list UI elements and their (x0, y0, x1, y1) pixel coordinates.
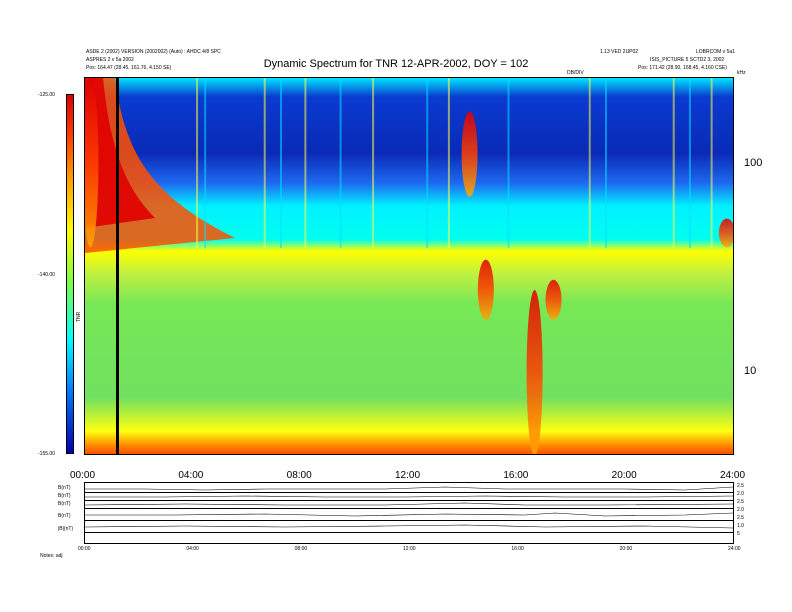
header-info-left-3: Pos: 164.47 (28.45, 161.76, 4.150 SE) (86, 65, 172, 71)
x-tick-label: 20:00 (611, 470, 637, 481)
left-emission-core (85, 78, 155, 228)
bottom-strip-scale: 5 (737, 531, 740, 537)
spectrum-streak (263, 78, 266, 249)
header-info-left-1: ASDE 2 (2002) VERSION (2002002) (Auto) :… (86, 49, 221, 55)
header-info-right-3: ISIS_PICTURE 5 SCTD2 3, 2002 (650, 57, 725, 63)
bottom-x-tick-label: 24:00 (728, 546, 741, 552)
bottom-x-tick-label: 04:00 (186, 546, 199, 552)
spectrum-streak (339, 78, 342, 249)
dbdiv-label: DB/DIV (567, 70, 584, 76)
spectrum-streak (280, 78, 282, 249)
colorbar-label: TNR (76, 311, 82, 322)
spectrum-streak (372, 78, 375, 249)
colorbar-tick-mid: -140.00 (38, 272, 55, 278)
bottom-strip-label: |B|(nT) (58, 526, 74, 532)
spectrum-streak (426, 78, 429, 249)
spectrum-streak (588, 78, 591, 249)
x-tick-label: 16:00 (503, 470, 529, 481)
bottom-traces (85, 486, 733, 529)
header-info-right-2: LOBRCOM v 5a1 (696, 49, 735, 55)
bottom-strip-scale: 2.0 (737, 491, 744, 497)
bottom-strip-scale: 2.0 (737, 507, 744, 513)
bottom-strip-label: B(nT) (58, 513, 71, 519)
spectrogram-svg (85, 78, 733, 454)
emission-burst-0 (85, 78, 99, 248)
spectrum-streak (447, 78, 450, 249)
x-tick-label: 00:00 (70, 470, 96, 481)
spectrum-streak (710, 78, 713, 249)
colorbar-tick-bottom: -155.00 (38, 451, 55, 457)
bottom-x-tick-label: 16:00 (511, 546, 524, 552)
spectrum-streak (672, 78, 675, 249)
x-tick-label: 12:00 (395, 470, 421, 481)
bottom-strip-scale: 1.0 (737, 523, 744, 529)
bottom-strip-label: B(nT) (58, 501, 71, 507)
x-tick-label: 04:00 (178, 470, 204, 481)
emission-burst-3 (526, 290, 543, 454)
bottom-x-tick-label: 08:00 (294, 546, 308, 552)
emission-burst-2 (477, 259, 494, 320)
header-info-left-2: ASPRES 2 v 5a 2002 (86, 57, 134, 63)
bottom-x-tick-label: 00:00 (78, 546, 91, 552)
header-info-right-4: Pos: 171.42 (28.90, 168.45, 4.160 CSE) (638, 65, 727, 71)
x-tick-label: 24:00 (720, 470, 746, 481)
spectrum-streak (507, 78, 510, 249)
spectrum-streak (304, 78, 307, 249)
khz-unit-label: kHz (737, 70, 746, 76)
chart-title: Dynamic Spectrum for TNR 12-APR-2002, DO… (263, 58, 529, 70)
bottom-x-tick-label: 12:00 (403, 546, 416, 552)
emission-burst-5 (718, 218, 733, 248)
spectrum-streak (196, 78, 199, 249)
bottom-strip-label: B(nT) (58, 493, 71, 499)
spectrogram-plot (84, 77, 734, 455)
spectrum-streak (688, 78, 691, 249)
emission-burst-1 (461, 111, 478, 197)
bottom-strip-label: B(nT) (58, 485, 71, 491)
bottom-strip-scale: 2.5 (737, 499, 744, 505)
bottom-strip-scale: 2.5 (737, 515, 744, 521)
bottom-x-tick-label: 20:00 (619, 546, 633, 552)
bottom-strip-scale: 2.5 (737, 483, 744, 489)
x-tick-label: 08:00 (286, 470, 312, 481)
header-info-right-1: 1.13 VED 2UP02 (600, 49, 639, 55)
emission-burst-4 (545, 279, 562, 320)
y-right-tick-label: 10 (744, 365, 757, 378)
spectrum-streak (204, 78, 207, 249)
spectrum-streak (605, 78, 607, 249)
colorbar-tick-top: -125.00 (38, 92, 55, 98)
bottom-magnetometer-panel (84, 482, 734, 544)
y-right-tick-label: 100 (744, 156, 763, 169)
footer-note: Notes: adj (40, 553, 63, 559)
colorbar (66, 94, 74, 454)
